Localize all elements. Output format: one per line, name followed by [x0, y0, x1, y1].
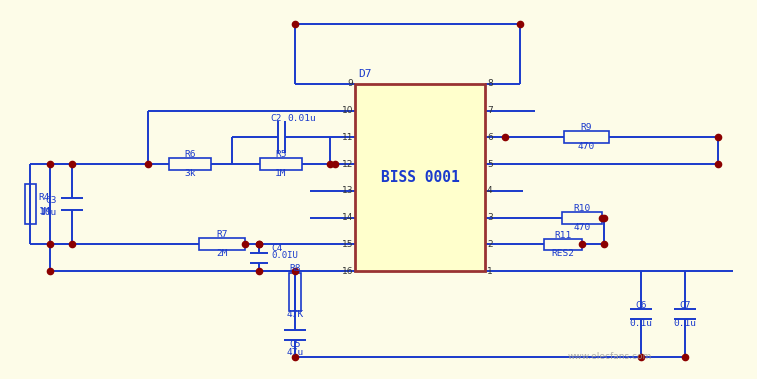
- Text: C3: C3: [45, 196, 57, 205]
- Bar: [544, 239, 582, 250]
- Text: 15: 15: [341, 240, 353, 249]
- Text: 0.01u: 0.01u: [287, 114, 316, 123]
- Text: R7: R7: [217, 230, 228, 239]
- Text: BISS 0001: BISS 0001: [381, 170, 459, 185]
- Text: 13: 13: [341, 186, 353, 195]
- Text: 0.1u: 0.1u: [630, 319, 653, 329]
- Bar: [260, 158, 302, 170]
- Text: R10: R10: [573, 204, 590, 213]
- Text: 47K: 47K: [286, 310, 304, 319]
- Text: 470: 470: [573, 222, 590, 232]
- Text: 3k: 3k: [184, 169, 196, 178]
- Text: 0.0IU: 0.0IU: [271, 251, 298, 260]
- Text: R5: R5: [276, 150, 287, 159]
- Text: 0.1u: 0.1u: [674, 319, 696, 329]
- Text: 1M: 1M: [276, 169, 287, 178]
- Text: R8: R8: [289, 264, 301, 273]
- Text: 12: 12: [341, 160, 353, 169]
- Text: 2M: 2M: [217, 249, 228, 258]
- Text: R6: R6: [184, 150, 196, 159]
- Text: 16: 16: [341, 266, 353, 276]
- Bar: [562, 211, 602, 224]
- Bar: [24, 184, 36, 224]
- Text: 2: 2: [487, 240, 493, 249]
- Bar: [289, 273, 301, 310]
- Bar: [563, 132, 609, 143]
- Text: 10u: 10u: [40, 208, 57, 217]
- Text: 8: 8: [487, 80, 493, 89]
- Text: 14: 14: [341, 213, 353, 222]
- Bar: [355, 84, 485, 271]
- Text: 7: 7: [487, 106, 493, 115]
- Text: 6: 6: [487, 133, 493, 142]
- Text: www.elecfans.com: www.elecfans.com: [568, 352, 652, 361]
- Text: RES2: RES2: [552, 249, 575, 258]
- Text: C6: C6: [635, 301, 646, 310]
- Text: 9: 9: [347, 80, 353, 89]
- Text: R4: R4: [39, 193, 50, 202]
- Text: R11: R11: [554, 231, 572, 240]
- Bar: [199, 238, 245, 250]
- Text: 4: 4: [487, 186, 493, 195]
- Text: C4: C4: [271, 244, 282, 253]
- Bar: [169, 158, 211, 170]
- Text: 47u: 47u: [286, 348, 304, 357]
- Text: 3: 3: [487, 213, 493, 222]
- Text: 1: 1: [487, 266, 493, 276]
- Text: 1M: 1M: [39, 207, 50, 216]
- Text: C2: C2: [270, 114, 282, 123]
- Text: C7: C7: [679, 301, 690, 310]
- Text: 10: 10: [341, 106, 353, 115]
- Text: 470: 470: [578, 143, 595, 152]
- Text: R9: R9: [581, 124, 592, 132]
- Text: 11: 11: [341, 133, 353, 142]
- Text: 5: 5: [487, 160, 493, 169]
- Text: C5: C5: [289, 340, 301, 349]
- Text: D7: D7: [358, 69, 372, 79]
